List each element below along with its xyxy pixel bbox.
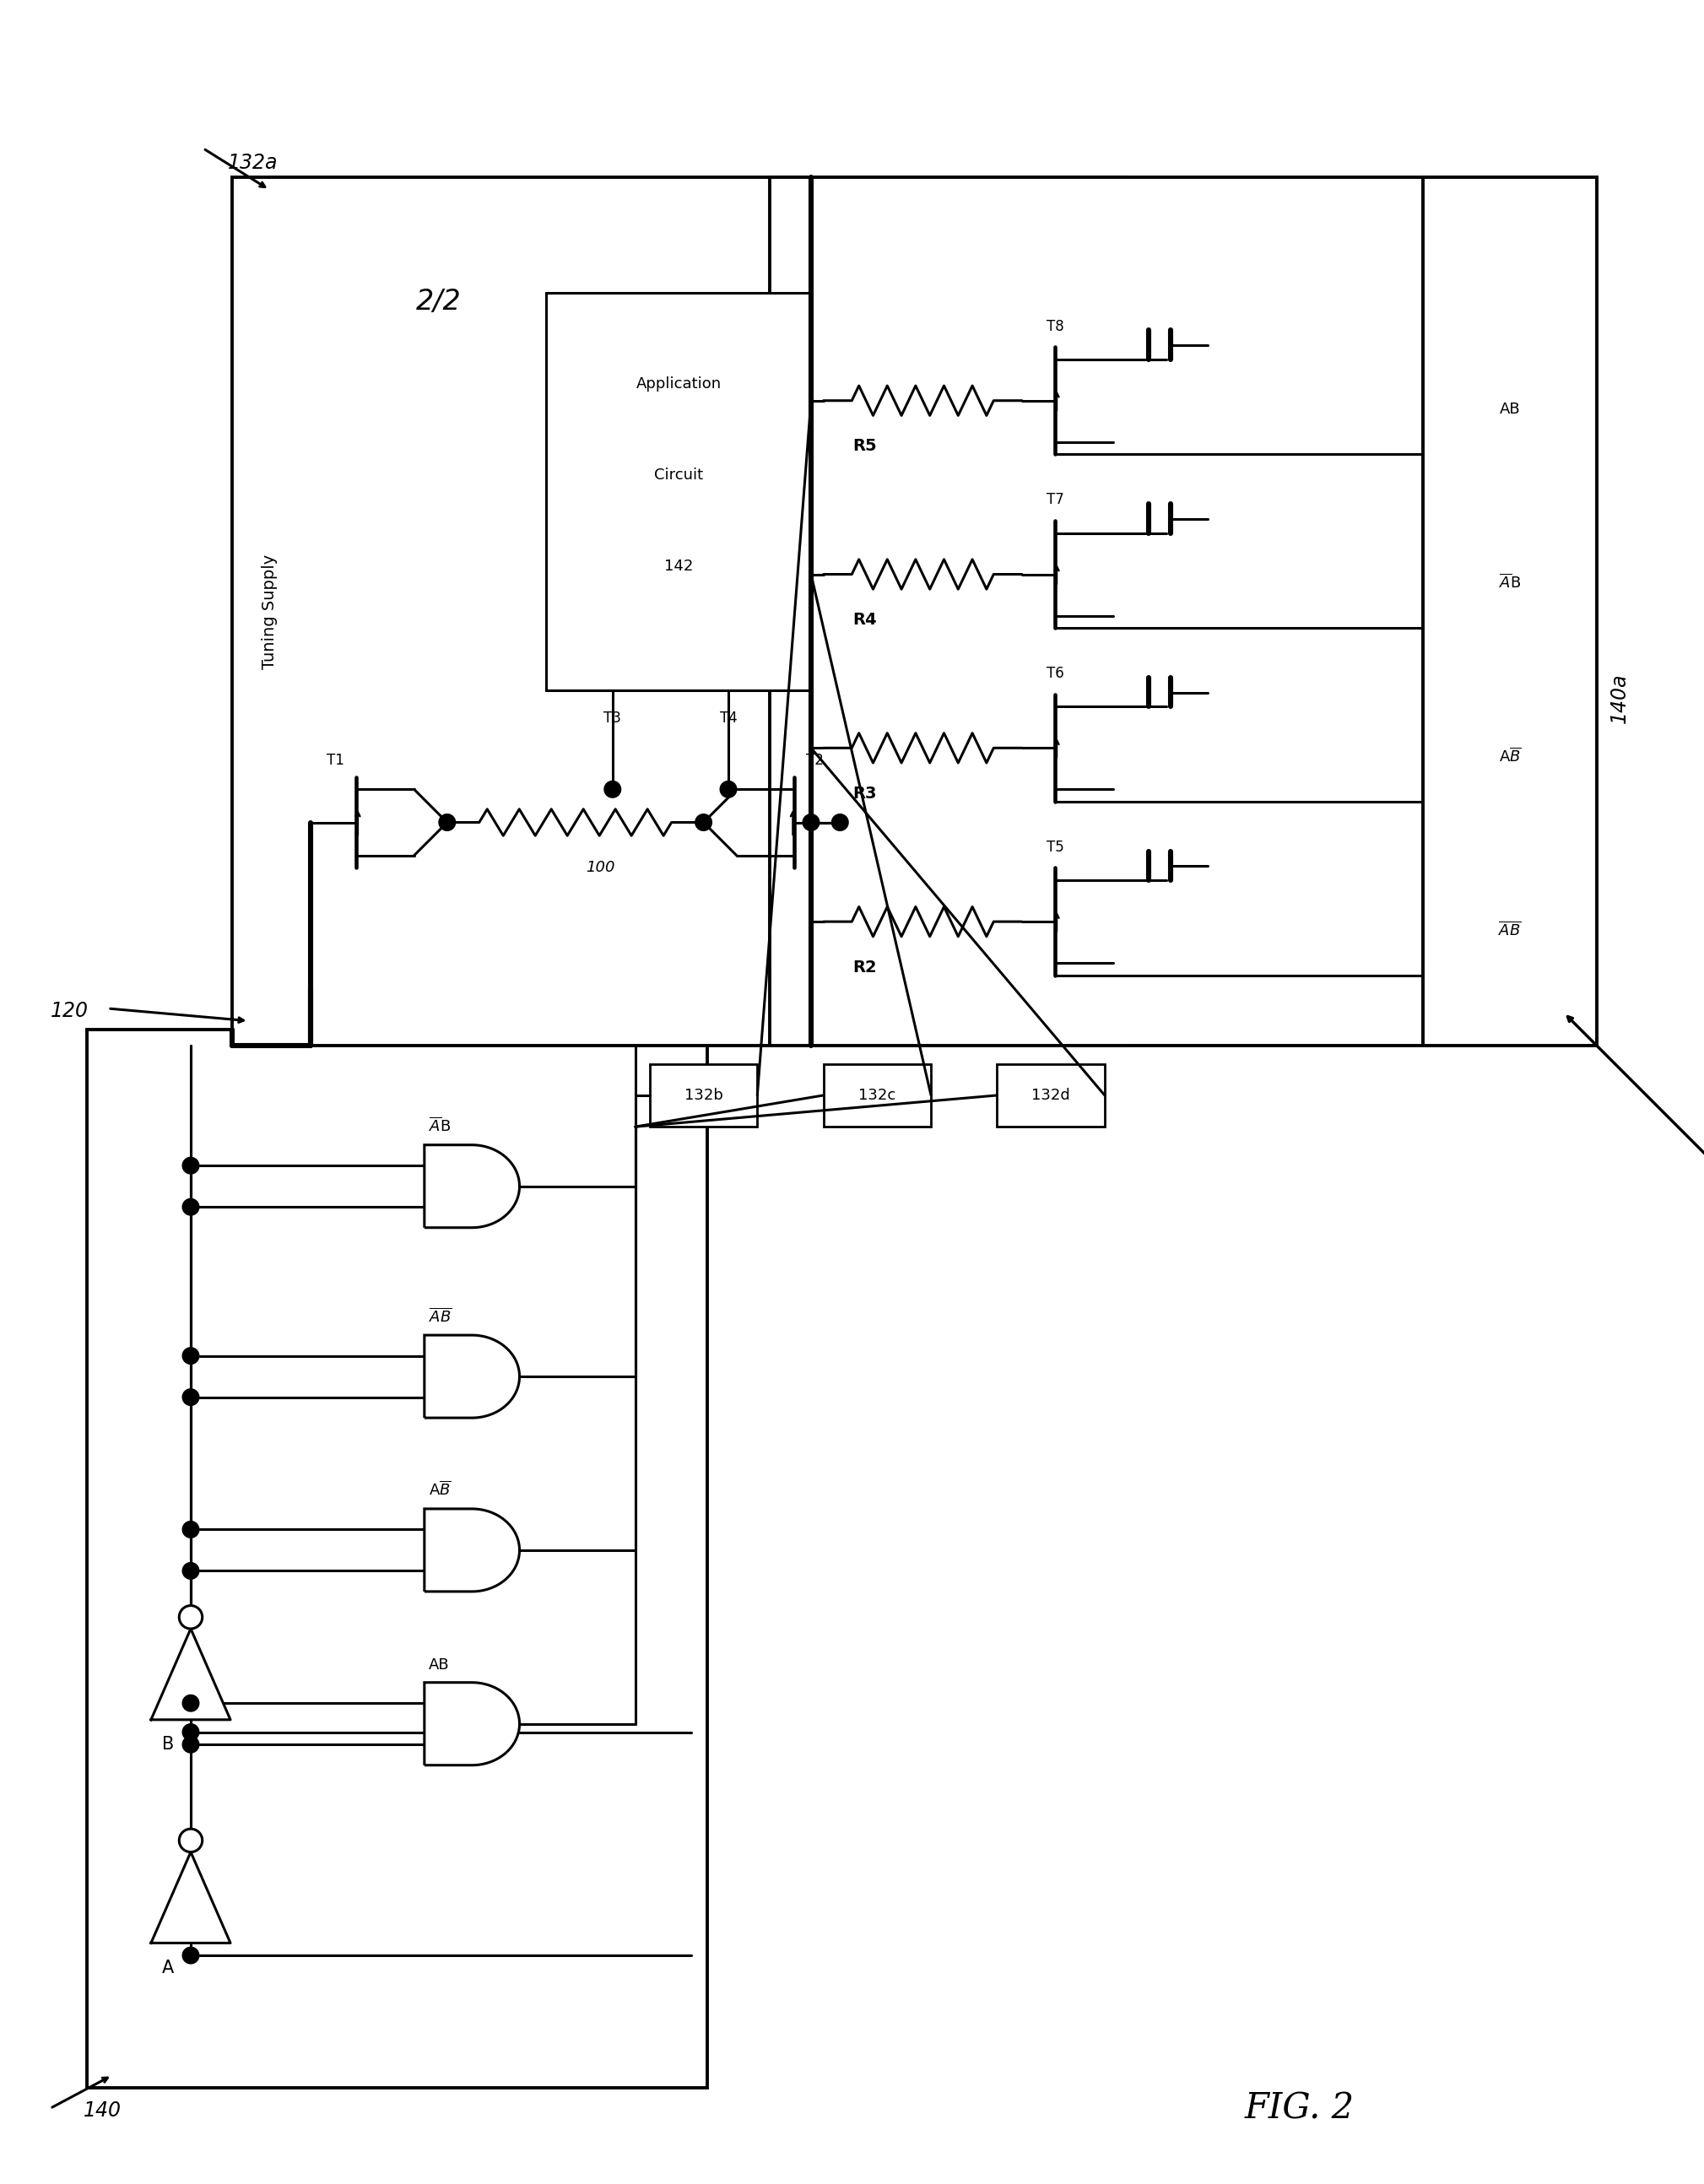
Circle shape [832,815,849,830]
Bar [770,177,1597,1046]
PathPatch shape [424,1509,520,1592]
Polygon shape [152,1629,230,1719]
Bar [87,1029,707,2088]
Circle shape [182,1723,199,1741]
Text: $\overline{A}$B: $\overline{A}$B [1500,574,1522,592]
Text: 2/2: 2/2 [416,288,462,314]
Circle shape [721,782,736,797]
Circle shape [605,782,620,797]
Text: T2: T2 [806,753,825,769]
Text: FIG. 2: FIG. 2 [1244,2090,1355,2127]
Text: A$\overline{B}$: A$\overline{B}$ [428,1481,452,1498]
Circle shape [182,1348,199,1365]
Circle shape [179,1828,203,1852]
Circle shape [182,1948,199,1963]
Bar [1423,177,1597,1046]
Circle shape [182,1389,199,1406]
Text: T7: T7 [1046,491,1063,507]
Text: R5: R5 [852,439,878,454]
Text: Circuit: Circuit [654,467,704,483]
Text: 132d: 132d [1031,1088,1070,1103]
Text: T6: T6 [1046,666,1063,681]
Circle shape [182,1562,199,1579]
PathPatch shape [424,1144,520,1227]
Text: 132b: 132b [685,1088,722,1103]
Text: R4: R4 [852,612,878,627]
Text: Application: Application [636,376,721,391]
Text: 132a: 132a [228,153,278,173]
Circle shape [182,1199,199,1214]
Text: T8: T8 [1046,319,1063,334]
Circle shape [182,1736,199,1754]
Bar [547,293,811,690]
Circle shape [803,815,820,830]
Text: 140a: 140a [1609,673,1629,723]
Circle shape [695,815,712,830]
Text: $\overline{A}$B: $\overline{A}$B [428,1116,450,1136]
Text: T5: T5 [1046,839,1063,854]
Bar [823,1064,930,1127]
Text: $\overline{AB}$: $\overline{AB}$ [1498,922,1522,939]
Circle shape [440,815,455,830]
Text: A: A [162,1959,174,1977]
Text: A$\overline{B}$: A$\overline{B}$ [1500,747,1522,764]
Text: AB: AB [428,1658,450,1673]
PathPatch shape [424,1682,520,1765]
Text: R3: R3 [852,786,878,802]
Circle shape [179,1605,203,1629]
Bar [997,1064,1104,1127]
Bar [232,177,1125,1046]
Circle shape [182,1695,199,1712]
Text: 142: 142 [665,559,694,574]
Bar [649,1064,757,1127]
Text: Tuning Supply: Tuning Supply [261,555,278,668]
Text: B: B [162,1736,174,1754]
Text: T3: T3 [603,710,622,725]
Text: 100: 100 [586,860,615,876]
Text: $\overline{AB}$: $\overline{AB}$ [428,1308,452,1326]
Text: 120: 120 [49,1000,89,1020]
Circle shape [182,1158,199,1173]
Polygon shape [152,1852,230,1944]
Text: T1: T1 [327,753,344,769]
Text: R2: R2 [852,959,878,974]
Text: T4: T4 [719,710,738,725]
Text: AB: AB [1500,402,1520,417]
Text: 140: 140 [83,2101,121,2121]
PathPatch shape [424,1334,520,1417]
Circle shape [182,1522,199,1538]
Text: 132c: 132c [859,1088,896,1103]
